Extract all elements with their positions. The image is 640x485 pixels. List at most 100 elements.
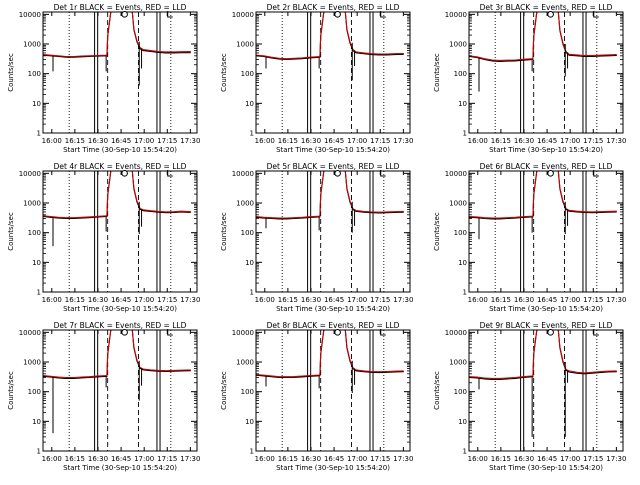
x-tick-label: 16:00 xyxy=(42,455,62,463)
x-tick-label: 16:30 xyxy=(514,455,534,463)
chart-panel-3: 16:00 16:15 16:30 16:45 17:00 17:15 17:30 1 10 10… xyxy=(433,3,626,154)
y-tick-label: 10000 xyxy=(232,329,254,337)
y-tick-label: 100 xyxy=(454,388,467,396)
saa-circle-marker xyxy=(121,329,128,336)
x-tick-label: 16:00 xyxy=(42,296,62,304)
y-tick-label: 10 xyxy=(458,418,467,426)
chart-panel-2: 16:00 16:15 16:30 16:45 17:00 17:15 17:30 1 10 10… xyxy=(220,3,413,154)
plot-frame xyxy=(42,11,198,134)
y-tick-label: 10 xyxy=(245,100,254,108)
chart-title: Det 8r BLACK = Events, RED = LLD xyxy=(267,321,400,330)
chart-title: Det 2r BLACK = Events, RED = LLD xyxy=(267,3,400,12)
x-tick-label: 16:30 xyxy=(88,137,108,145)
series-line-events xyxy=(469,330,617,380)
y-tick-label: 10000 xyxy=(19,11,41,19)
y-tick-label: 100 xyxy=(454,229,467,237)
x-tick-label: 17:15 xyxy=(370,455,390,463)
chart-title: Det 9r BLACK = Events, RED = LLD xyxy=(480,321,613,330)
saa-circle-marker xyxy=(334,11,341,18)
y-tick-label: 100 xyxy=(241,70,254,78)
y-axis-label: Counts/sec xyxy=(433,212,441,251)
x-tick-label: 17:15 xyxy=(583,455,603,463)
y-tick-label: 1 xyxy=(250,448,254,456)
series-group xyxy=(43,12,191,86)
x-axis-label: Start Time (30-Sep-10 15:54:20) xyxy=(276,464,390,472)
series-line-events xyxy=(43,330,191,379)
chart-panel-9: 16:00 16:15 16:30 16:45 17:00 17:15 17:30 1 10 10… xyxy=(433,321,626,472)
x-tick-label: 17:30 xyxy=(180,455,200,463)
series-line-events xyxy=(469,171,617,220)
plot-frame xyxy=(42,170,198,293)
y-axis-label: Counts/sec xyxy=(7,371,15,410)
y-tick-label: 100 xyxy=(454,70,467,78)
x-tick-label: 16:15 xyxy=(491,137,511,145)
x-axis-label: Start Time (30-Sep-10 15:54:20) xyxy=(63,464,177,472)
y-tick-label: 10000 xyxy=(232,11,254,19)
plot-frame xyxy=(255,329,411,452)
y-tick-label: 1 xyxy=(250,130,254,138)
x-axis-label: Start Time (30-Sep-10 15:54:20) xyxy=(276,146,390,154)
series-line-events xyxy=(256,330,404,379)
x-tick-label: 16:45 xyxy=(537,455,557,463)
x-tick-label: 17:00 xyxy=(347,137,367,145)
x-tick-label: 16:00 xyxy=(42,137,62,145)
x-tick-label: 16:30 xyxy=(301,137,321,145)
y-axis-label: Counts/sec xyxy=(433,53,441,92)
y-tick-label: 100 xyxy=(28,70,41,78)
saa-circle-marker xyxy=(547,11,554,18)
plot-frame xyxy=(468,11,624,134)
x-tick-label: 17:30 xyxy=(606,137,626,145)
plot-frame xyxy=(468,329,624,452)
y-tick-label: 10 xyxy=(32,259,41,267)
x-tick-label: 16:15 xyxy=(278,137,298,145)
series-line-events xyxy=(43,171,191,220)
x-tick-label: 16:00 xyxy=(255,455,275,463)
y-tick-label: 100 xyxy=(241,229,254,237)
y-tick-label: 1 xyxy=(463,130,467,138)
chart-panel-1: 16:00 16:15 16:30 16:45 17:00 17:15 17:30 1 10 10… xyxy=(7,3,200,154)
saa-circle-marker xyxy=(547,329,554,336)
x-tick-label: 17:15 xyxy=(583,296,603,304)
series-group xyxy=(256,12,404,81)
x-tick-label: 17:00 xyxy=(134,137,154,145)
x-tick-label: 17:00 xyxy=(560,455,580,463)
chart-panel-4: 16:00 16:15 16:30 16:45 17:00 17:15 17:30 1 10 10… xyxy=(7,162,200,313)
x-tick-label: 16:30 xyxy=(88,455,108,463)
series-line-events xyxy=(43,12,191,58)
plot-frame xyxy=(468,170,624,293)
series-line-lld xyxy=(256,12,404,60)
chart-title: Det 3r BLACK = Events, RED = LLD xyxy=(480,3,613,12)
y-tick-label: 1000 xyxy=(23,41,41,49)
x-tick-label: 17:30 xyxy=(393,137,413,145)
y-tick-label: 1 xyxy=(463,289,467,297)
x-tick-label: 16:15 xyxy=(65,137,85,145)
y-tick-label: 100 xyxy=(241,388,254,396)
y-axis-label: Counts/sec xyxy=(433,371,441,410)
x-tick-label: 16:15 xyxy=(491,455,511,463)
x-tick-label: 16:00 xyxy=(255,296,275,304)
x-tick-label: 16:15 xyxy=(65,455,85,463)
y-tick-label: 1000 xyxy=(449,200,467,208)
x-tick-label: 16:00 xyxy=(468,137,488,145)
y-tick-label: 100 xyxy=(28,388,41,396)
chart-panel-8: 16:00 16:15 16:30 16:45 17:00 17:15 17:30 1 10 10… xyxy=(220,321,413,472)
x-tick-label: 17:30 xyxy=(180,296,200,304)
x-tick-label: 17:30 xyxy=(393,455,413,463)
y-tick-label: 10 xyxy=(32,418,41,426)
x-tick-label: 17:15 xyxy=(370,296,390,304)
y-tick-label: 10000 xyxy=(19,329,41,337)
y-tick-label: 10000 xyxy=(232,170,254,178)
y-tick-label: 10 xyxy=(245,259,254,267)
x-axis-label: Start Time (30-Sep-10 15:54:20) xyxy=(489,146,603,154)
x-tick-label: 17:30 xyxy=(606,455,626,463)
x-tick-label: 17:15 xyxy=(157,455,177,463)
x-tick-label: 17:15 xyxy=(583,137,603,145)
saa-circle-marker xyxy=(334,170,341,177)
y-tick-label: 10 xyxy=(458,259,467,267)
chart-panel-6: 16:00 16:15 16:30 16:45 17:00 17:15 17:30 1 10 10… xyxy=(433,162,626,313)
saa-circle-marker xyxy=(547,170,554,177)
y-tick-label: 1000 xyxy=(23,200,41,208)
saa-circle-marker xyxy=(121,170,128,177)
